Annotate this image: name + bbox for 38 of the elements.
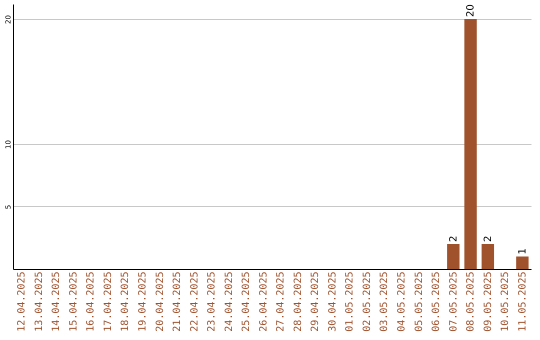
x-tick-label: 05.05.2025 <box>414 272 425 332</box>
x-tick-label: 24.04.2025 <box>224 272 235 332</box>
x-tick-label: 06.05.2025 <box>431 272 442 332</box>
x-tick-label: 18.04.2025 <box>120 272 132 332</box>
x-tick-label: 14.04.2025 <box>51 272 62 332</box>
x-tick-label: 23.04.2025 <box>206 272 218 332</box>
x-tick-label: 20.04.2025 <box>154 272 166 332</box>
x-tick-label: 12.04.2025 <box>16 272 28 332</box>
x-tick-label: 01.05.2025 <box>344 272 356 332</box>
data-label: 2 <box>448 236 460 242</box>
x-tick-label: 25.04.2025 <box>241 272 252 332</box>
x-tick-label: 26.04.2025 <box>258 272 270 332</box>
x-tick-label: 02.05.2025 <box>362 272 373 332</box>
x-tick-label: 15.04.2025 <box>68 272 80 332</box>
bar <box>447 244 460 269</box>
x-tick-label: 22.04.2025 <box>189 272 200 332</box>
x-tick-label: 27.04.2025 <box>276 272 287 332</box>
bar <box>516 256 529 269</box>
bar <box>464 19 477 269</box>
data-label: 2 <box>482 236 494 242</box>
x-tick-label: 11.05.2025 <box>517 272 528 332</box>
x-tick-label: 29.04.2025 <box>310 272 322 332</box>
x-tick-label: 08.05.2025 <box>466 272 477 332</box>
x-tick-label: 03.05.2025 <box>379 272 390 332</box>
data-label: 1 <box>517 248 528 254</box>
x-tick-label: 17.04.2025 <box>102 272 114 332</box>
x-tick-label: 19.04.2025 <box>138 272 148 332</box>
x-tick-label: 16.04.2025 <box>86 272 97 332</box>
x-tick-label: 21.04.2025 <box>172 272 184 332</box>
x-tick-label: 28.04.2025 <box>292 272 304 332</box>
x-tick-label: 09.05.2025 <box>482 272 494 332</box>
x-tick-label: 04.05.2025 <box>396 272 408 332</box>
x-tick-label: 30.04.2025 <box>327 272 338 332</box>
x-tick-label: 10.05.2025 <box>500 272 512 332</box>
x-tick-label: 07.05.2025 <box>448 272 460 332</box>
bar <box>482 244 494 269</box>
x-tick-label: 13.04.2025 <box>34 272 45 332</box>
data-label: 20 <box>466 4 477 17</box>
